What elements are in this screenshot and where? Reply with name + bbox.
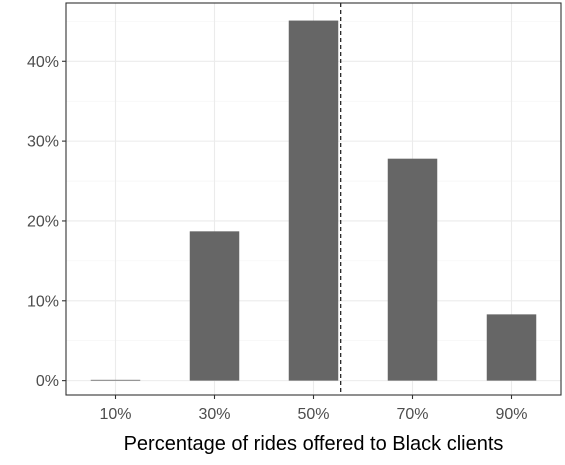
- y-tick-label: 30%: [27, 134, 59, 151]
- y-tick-label: 20%: [27, 213, 59, 230]
- y-tick-label: 10%: [27, 293, 59, 310]
- x-tick-label: 90%: [495, 406, 527, 423]
- bar-30pct: [189, 231, 240, 381]
- y-tick-label: 40%: [27, 54, 59, 71]
- x-axis-title: Percentage of rides offered to Black cli…: [124, 433, 504, 455]
- bar-50pct: [288, 20, 339, 381]
- x-tick-label: 30%: [198, 406, 230, 423]
- y-tick-label: 0%: [36, 373, 59, 390]
- bars: [90, 20, 537, 381]
- x-tick-label: 10%: [99, 406, 131, 423]
- x-axis: 10% 30% 50% 70% 90%: [99, 395, 528, 423]
- bar-10pct: [90, 379, 141, 381]
- x-tick-label: 70%: [396, 406, 428, 423]
- y-axis: 0% 10% 20% 30% 40%: [27, 54, 66, 390]
- bar-90pct: [486, 314, 537, 381]
- x-tick-label: 50%: [297, 406, 329, 423]
- bar-70pct: [387, 158, 438, 381]
